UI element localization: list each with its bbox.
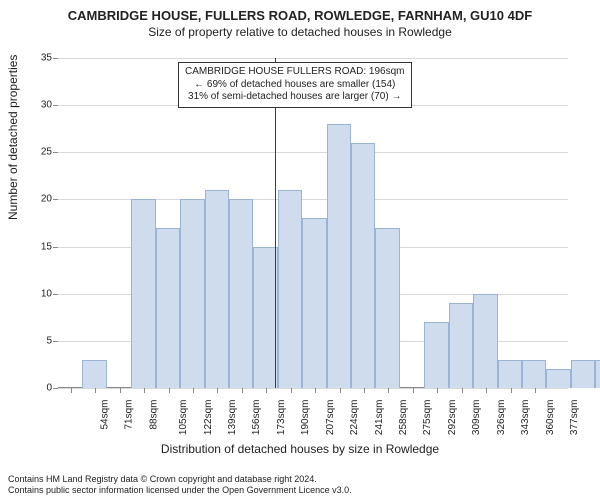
- plot: 0510152025303554sqm71sqm88sqm105sqm122sq…: [58, 58, 568, 388]
- histogram-bar: [156, 228, 180, 388]
- xtick-mark: [486, 388, 487, 393]
- histogram-bar: [229, 199, 253, 388]
- xtick-mark: [193, 388, 194, 393]
- xtick-label: 139sqm: [227, 400, 238, 436]
- xtick-label: 156sqm: [252, 400, 263, 436]
- xtick-mark: [340, 388, 341, 393]
- ytick-label: 0: [22, 383, 52, 394]
- xtick-label: 275sqm: [423, 400, 434, 436]
- ytick-mark: [53, 247, 58, 248]
- chart-container: CAMBRIDGE HOUSE, FULLERS ROAD, ROWLEDGE,…: [0, 0, 600, 500]
- xtick-mark: [120, 388, 121, 393]
- xtick-label: 224sqm: [349, 400, 360, 436]
- xtick-label: 309sqm: [471, 400, 482, 436]
- histogram-bar: [571, 360, 595, 388]
- xtick-label: 326sqm: [496, 400, 507, 436]
- x-axis-label: Distribution of detached houses by size …: [0, 442, 600, 456]
- xtick-mark: [144, 388, 145, 393]
- histogram-bar: [327, 124, 351, 388]
- annotation-line: CAMBRIDGE HOUSE FULLERS ROAD: 196sqm: [185, 66, 405, 79]
- xtick-label: 343sqm: [520, 400, 531, 436]
- gridline: [58, 58, 568, 59]
- ytick-mark: [53, 152, 58, 153]
- ytick-label: 5: [22, 335, 52, 346]
- xtick-label: 71sqm: [124, 400, 135, 430]
- ytick-label: 20: [22, 194, 52, 205]
- histogram-bar: [595, 360, 600, 388]
- ytick-label: 10: [22, 288, 52, 299]
- histogram-bar: [449, 303, 473, 388]
- gridline: [58, 388, 568, 389]
- histogram-bar: [205, 190, 229, 388]
- xtick-mark: [266, 388, 267, 393]
- histogram-bar: [82, 360, 106, 388]
- xtick-label: 207sqm: [325, 400, 336, 436]
- annotation-line: 31% of semi-detached houses are larger (…: [185, 91, 405, 104]
- xtick-mark: [437, 388, 438, 393]
- xtick-label: 258sqm: [398, 400, 409, 436]
- ytick-label: 35: [22, 53, 52, 64]
- xtick-mark: [217, 388, 218, 393]
- xtick-mark: [315, 388, 316, 393]
- xtick-mark: [71, 388, 72, 393]
- xtick-label: 241sqm: [374, 400, 385, 436]
- xtick-label: 88sqm: [148, 400, 159, 430]
- histogram-bar: [498, 360, 522, 388]
- chart-subtitle: Size of property relative to detached ho…: [0, 25, 600, 39]
- xtick-mark: [511, 388, 512, 393]
- xtick-mark: [462, 388, 463, 393]
- histogram-bar: [302, 218, 326, 388]
- footer: Contains HM Land Registry data © Crown c…: [8, 474, 352, 496]
- ytick-mark: [53, 294, 58, 295]
- ytick-mark: [53, 105, 58, 106]
- footer-line-1: Contains HM Land Registry data © Crown c…: [8, 474, 352, 485]
- ytick-label: 30: [22, 100, 52, 111]
- gridline: [58, 152, 568, 153]
- ytick-label: 25: [22, 147, 52, 158]
- xtick-label: 360sqm: [545, 400, 556, 436]
- histogram-bar: [278, 190, 302, 388]
- xtick-mark: [95, 388, 96, 393]
- xtick-mark: [242, 388, 243, 393]
- xtick-mark: [388, 388, 389, 393]
- footer-line-2: Contains public sector information licen…: [8, 485, 352, 496]
- histogram-bar: [522, 360, 546, 388]
- xtick-mark: [413, 388, 414, 393]
- xtick-label: 122sqm: [203, 400, 214, 436]
- annotation-box: CAMBRIDGE HOUSE FULLERS ROAD: 196sqm← 69…: [178, 62, 412, 108]
- xtick-label: 173sqm: [276, 400, 287, 436]
- xtick-label: 377sqm: [569, 400, 580, 436]
- xtick-mark: [169, 388, 170, 393]
- ytick-label: 15: [22, 241, 52, 252]
- y-axis-label: Number of detached properties: [6, 55, 20, 220]
- histogram-bar: [180, 199, 204, 388]
- xtick-label: 292sqm: [447, 400, 458, 436]
- histogram-bar: [424, 322, 448, 388]
- chart-title: CAMBRIDGE HOUSE, FULLERS ROAD, ROWLEDGE,…: [0, 0, 600, 23]
- ytick-mark: [53, 199, 58, 200]
- annotation-line: ← 69% of detached houses are smaller (15…: [185, 79, 405, 92]
- xtick-label: 54sqm: [99, 400, 110, 430]
- xtick-label: 190sqm: [300, 400, 311, 436]
- histogram-bar: [546, 369, 570, 388]
- ytick-mark: [53, 341, 58, 342]
- marker-line: [275, 58, 276, 388]
- histogram-bar: [375, 228, 399, 388]
- histogram-bar: [473, 294, 497, 388]
- plot-area: 0510152025303554sqm71sqm88sqm105sqm122sq…: [58, 58, 568, 388]
- histogram-bar: [131, 199, 155, 388]
- xtick-label: 105sqm: [178, 400, 189, 436]
- histogram-bar: [351, 143, 375, 388]
- ytick-mark: [53, 58, 58, 59]
- xtick-mark: [535, 388, 536, 393]
- xtick-mark: [291, 388, 292, 393]
- ytick-mark: [53, 388, 58, 389]
- xtick-mark: [364, 388, 365, 393]
